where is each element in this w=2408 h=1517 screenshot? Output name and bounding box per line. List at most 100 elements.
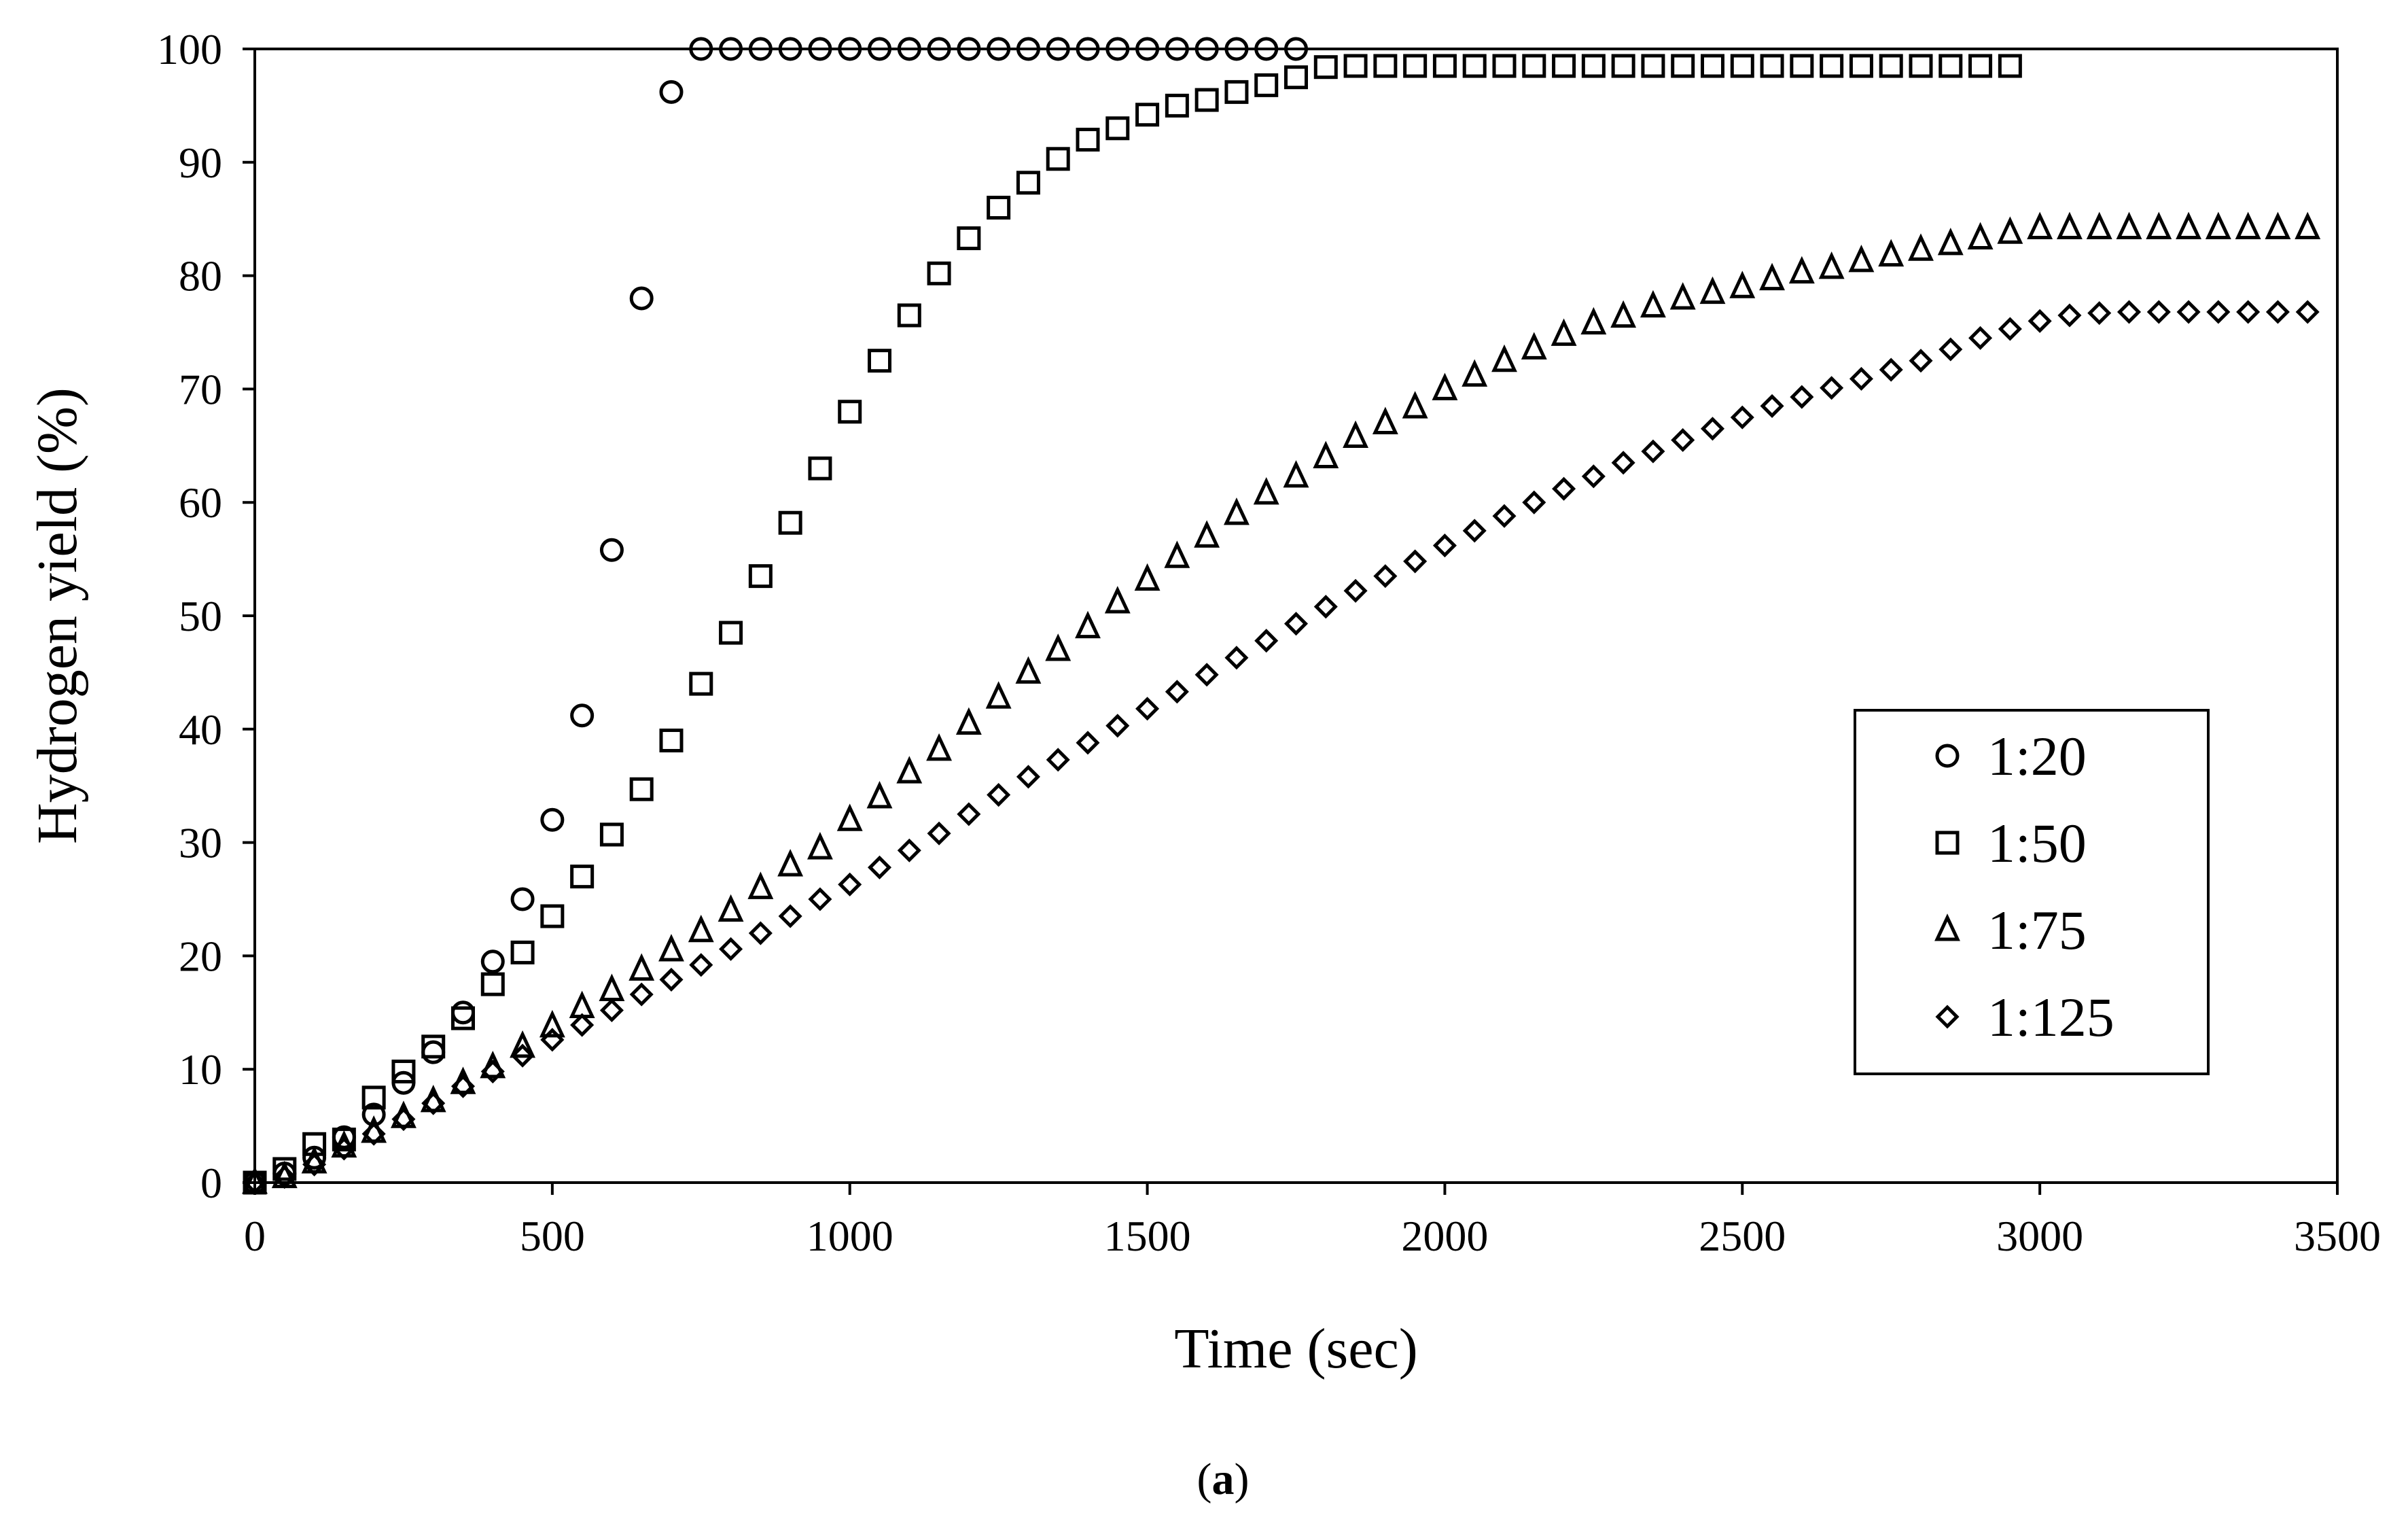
data-point-circle xyxy=(1224,37,1249,61)
data-point-diamond xyxy=(1522,490,1546,515)
data-point-diamond xyxy=(599,998,624,1022)
y-tick-label: 80 xyxy=(179,252,222,300)
x-tick-label: 3500 xyxy=(2294,1212,2381,1260)
data-point-square xyxy=(332,1128,356,1152)
data-point-triangle xyxy=(599,973,625,1001)
data-point-diamond xyxy=(987,783,1011,807)
y-tick-label: 30 xyxy=(179,819,222,867)
data-point-diamond xyxy=(897,838,921,862)
y-tick-label: 40 xyxy=(179,705,222,754)
data-point-square xyxy=(1432,54,1457,78)
data-point-circle xyxy=(599,538,624,562)
data-point-diamond xyxy=(1403,549,1428,574)
data-point-diamond xyxy=(2087,301,2112,326)
data-point-square xyxy=(719,621,743,645)
data-point-triangle xyxy=(1313,440,1339,468)
data-point-triangle xyxy=(1878,239,1905,267)
data-point-triangle xyxy=(1134,563,1161,591)
data-point-triangle xyxy=(807,832,833,860)
data-point-circle xyxy=(510,887,535,911)
data-point-circle xyxy=(957,37,981,61)
caption-close-paren: ) xyxy=(1235,1454,1250,1504)
data-point-square xyxy=(451,1006,475,1030)
data-point-circle xyxy=(659,80,684,104)
series-1-125-points xyxy=(243,300,2320,1195)
x-tick-label: 500 xyxy=(520,1212,585,1260)
data-point-triangle xyxy=(926,733,953,761)
data-point-diamond xyxy=(450,1074,476,1098)
data-point-square xyxy=(421,1034,446,1059)
data-point-square xyxy=(272,1157,297,1181)
x-tick-label: 3000 xyxy=(1996,1212,2083,1260)
data-point-triangle xyxy=(1729,271,1756,298)
data-point-triangle xyxy=(1788,256,1815,284)
data-point-triangle xyxy=(1967,222,1994,250)
data-point-diamond xyxy=(1254,629,1279,653)
data-point-triangle xyxy=(1997,216,2023,244)
data-point-diamond xyxy=(1671,428,1695,452)
data-point-diamond xyxy=(2146,300,2171,324)
data-point-diamond xyxy=(1879,358,1903,382)
data-point-circle xyxy=(987,37,1011,61)
data-point-diamond xyxy=(1552,476,1576,501)
data-point-circle xyxy=(1016,37,1040,61)
data-point-diamond xyxy=(391,1107,416,1132)
data-point-square xyxy=(1165,93,1189,118)
legend-label: 1:125 xyxy=(1987,986,2114,1048)
data-point-triangle xyxy=(1908,233,1934,261)
data-point-triangle xyxy=(1343,420,1369,448)
data-point-triangle xyxy=(1491,344,1517,372)
data-markers xyxy=(242,37,2321,1195)
data-point-triangle xyxy=(688,914,714,943)
data-point-circle xyxy=(1165,37,1189,61)
legend-label: 1:20 xyxy=(1987,725,2087,787)
x-tick-label: 2000 xyxy=(1401,1212,1488,1260)
data-point-diamond xyxy=(1492,504,1517,528)
y-tick-label: 0 xyxy=(200,1159,222,1207)
data-point-square xyxy=(778,510,802,535)
legend-item-1-50: 1:50 xyxy=(1935,812,2087,874)
data-point-diamond xyxy=(2236,300,2261,324)
data-point-triangle xyxy=(2146,211,2172,240)
legend-item-1-125: 1:125 xyxy=(1935,986,2114,1048)
data-point-square xyxy=(1879,54,1903,78)
data-point-triangle xyxy=(747,871,774,899)
data-point-triangle xyxy=(2205,211,2231,240)
data-point-diamond xyxy=(243,1170,267,1195)
data-point-triangle xyxy=(836,803,863,831)
data-point-square xyxy=(540,904,565,928)
data-point-square xyxy=(1373,54,1398,78)
data-point-circle xyxy=(1284,37,1308,61)
data-point-square xyxy=(1849,54,1873,78)
x-tick-label: 2500 xyxy=(1699,1212,1786,1260)
data-point-diamond xyxy=(361,1121,386,1146)
data-point-circle xyxy=(1135,37,1160,61)
data-point-diamond xyxy=(1283,612,1309,636)
data-point-triangle xyxy=(1640,290,1666,318)
data-point-diamond xyxy=(778,904,802,928)
legend-item-1-20: 1:20 xyxy=(1935,725,2087,787)
data-point-diamond xyxy=(1462,519,1487,543)
data-point-triangle xyxy=(1551,318,1577,346)
data-point-diamond xyxy=(927,821,951,845)
data-point-triangle xyxy=(658,934,684,962)
data-point-square xyxy=(1730,54,1754,78)
data-point-triangle xyxy=(2056,211,2083,240)
series-1-75-points xyxy=(242,211,2321,1194)
series-1-50-points xyxy=(243,54,2022,1195)
x-tick-label: 0 xyxy=(244,1212,266,1260)
data-point-diamond xyxy=(570,1013,595,1037)
data-point-square xyxy=(838,400,862,424)
data-point-circle xyxy=(570,703,595,728)
data-point-square xyxy=(1016,171,1040,195)
data-point-square xyxy=(1701,54,1724,78)
data-point-square xyxy=(599,822,624,847)
data-point-circle xyxy=(451,1000,475,1025)
data-point-diamond xyxy=(1700,417,1725,441)
data-point-diamond xyxy=(1849,366,1873,391)
data-point-diamond xyxy=(1820,376,1844,400)
data-point-diamond xyxy=(1194,663,1219,687)
data-point-diamond xyxy=(2176,300,2201,324)
data-point-square xyxy=(391,1060,416,1084)
data-point-square xyxy=(1760,54,1784,78)
